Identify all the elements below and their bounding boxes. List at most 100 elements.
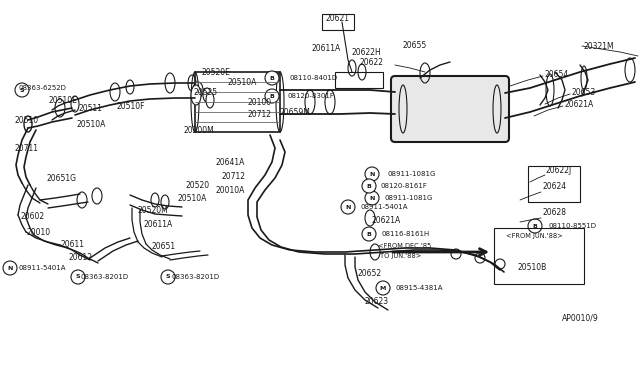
- Text: 20651: 20651: [152, 241, 176, 250]
- Text: 08110-8401D: 08110-8401D: [290, 75, 338, 81]
- Ellipse shape: [625, 58, 635, 82]
- Text: 20200M: 20200M: [183, 125, 214, 135]
- Ellipse shape: [77, 192, 87, 208]
- Bar: [322, 14, 354, 30]
- Text: 20602: 20602: [20, 212, 44, 221]
- Text: B: B: [269, 76, 275, 80]
- Text: 20654: 20654: [545, 70, 569, 78]
- Text: N: N: [369, 171, 374, 176]
- Text: N: N: [369, 196, 374, 201]
- Text: 20520M: 20520M: [138, 205, 169, 215]
- Bar: [335, 72, 383, 88]
- Circle shape: [362, 179, 376, 193]
- Text: 20510A: 20510A: [76, 119, 106, 128]
- Ellipse shape: [370, 244, 380, 260]
- Text: 20712: 20712: [248, 109, 272, 119]
- Ellipse shape: [188, 75, 196, 91]
- Circle shape: [161, 270, 175, 284]
- Text: 20100: 20100: [247, 97, 271, 106]
- Ellipse shape: [55, 99, 65, 117]
- Text: 20651G: 20651G: [46, 173, 76, 183]
- Text: 08363-6252D: 08363-6252D: [18, 85, 66, 91]
- Text: 20641A: 20641A: [215, 157, 244, 167]
- Text: N: N: [7, 266, 13, 270]
- Ellipse shape: [475, 253, 485, 263]
- Circle shape: [15, 83, 29, 97]
- Text: 20652: 20652: [358, 269, 382, 278]
- Text: 08911-1081G: 08911-1081G: [385, 195, 433, 201]
- Text: AP0010/9: AP0010/9: [562, 314, 599, 323]
- Ellipse shape: [348, 60, 356, 76]
- Text: 08110-8551D: 08110-8551D: [549, 223, 597, 229]
- Circle shape: [365, 167, 379, 181]
- Text: 20621: 20621: [326, 13, 350, 22]
- Text: 20511: 20511: [78, 103, 102, 112]
- Circle shape: [341, 200, 355, 214]
- Ellipse shape: [92, 188, 102, 204]
- Text: 20510: 20510: [14, 115, 38, 125]
- Text: 20655: 20655: [403, 41, 428, 49]
- Text: 20711: 20711: [14, 144, 38, 153]
- Text: 08915-4381A: 08915-4381A: [396, 285, 444, 291]
- Bar: [494, 228, 584, 284]
- Text: S: S: [76, 275, 80, 279]
- Text: 08120-8301F: 08120-8301F: [288, 93, 335, 99]
- Ellipse shape: [191, 85, 201, 105]
- Text: S: S: [20, 87, 24, 93]
- Text: 20510B: 20510B: [518, 263, 547, 272]
- Text: 20653: 20653: [572, 87, 596, 96]
- Circle shape: [362, 227, 376, 241]
- Ellipse shape: [126, 80, 134, 94]
- Ellipse shape: [365, 210, 375, 226]
- Text: 20010A: 20010A: [215, 186, 244, 195]
- Bar: [528, 166, 580, 202]
- Text: 20520E: 20520E: [202, 67, 231, 77]
- Ellipse shape: [110, 83, 120, 101]
- Text: 08911-1081G: 08911-1081G: [388, 171, 436, 177]
- Text: 20611: 20611: [60, 240, 84, 248]
- Text: M: M: [380, 285, 386, 291]
- Ellipse shape: [165, 73, 175, 93]
- Ellipse shape: [451, 249, 461, 259]
- Text: 20010: 20010: [26, 228, 50, 237]
- Ellipse shape: [193, 82, 203, 98]
- Text: TO JUN.'88>: TO JUN.'88>: [380, 253, 421, 259]
- Ellipse shape: [206, 92, 214, 108]
- Text: 20611A: 20611A: [143, 219, 172, 228]
- Text: 20510A: 20510A: [178, 193, 207, 202]
- Circle shape: [376, 281, 390, 295]
- Circle shape: [365, 191, 379, 205]
- Text: B: B: [532, 224, 538, 228]
- Text: 20622: 20622: [360, 58, 384, 67]
- Text: <FROM JUN.'88>: <FROM JUN.'88>: [506, 233, 563, 239]
- Text: N: N: [346, 205, 351, 209]
- Text: 20622J: 20622J: [546, 166, 572, 174]
- Text: 20623: 20623: [365, 298, 389, 307]
- Text: 08363-8201D: 08363-8201D: [172, 274, 220, 280]
- Ellipse shape: [325, 90, 335, 114]
- Text: 20510A: 20510A: [228, 77, 257, 87]
- Text: 20622H: 20622H: [352, 48, 381, 57]
- Text: 08911-5401A: 08911-5401A: [18, 265, 65, 271]
- Text: S: S: [166, 275, 170, 279]
- Text: 08120-8161F: 08120-8161F: [381, 183, 428, 189]
- Text: B: B: [269, 93, 275, 99]
- Text: 20321M: 20321M: [584, 42, 614, 51]
- Text: 20712: 20712: [222, 171, 246, 180]
- Circle shape: [265, 89, 279, 103]
- Text: 20520: 20520: [185, 180, 209, 189]
- Ellipse shape: [161, 195, 169, 209]
- Ellipse shape: [203, 88, 211, 102]
- Text: 20621A: 20621A: [565, 99, 595, 109]
- Text: 20628: 20628: [543, 208, 567, 217]
- FancyBboxPatch shape: [391, 76, 509, 142]
- Ellipse shape: [358, 64, 366, 80]
- Text: 08116-8161H: 08116-8161H: [382, 231, 430, 237]
- Text: B: B: [367, 183, 371, 189]
- Text: 20611A: 20611A: [312, 44, 341, 52]
- Text: 20621A: 20621A: [372, 215, 401, 224]
- Text: B: B: [367, 231, 371, 237]
- Text: 20510F: 20510F: [116, 102, 145, 110]
- Circle shape: [71, 270, 85, 284]
- Text: 20510E: 20510E: [48, 96, 77, 105]
